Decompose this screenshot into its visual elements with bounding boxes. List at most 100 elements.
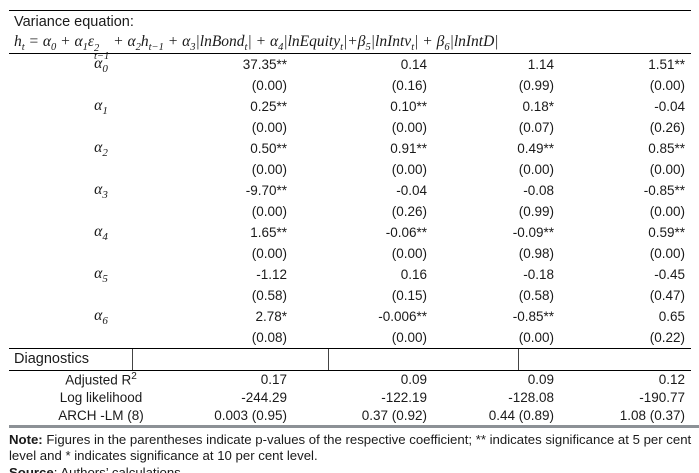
- coefficient-value-cell: 0.91**: [390, 140, 427, 156]
- pvalue-cell: (0.99): [518, 78, 554, 94]
- pvalue-cell: (0.98): [518, 245, 554, 261]
- equation-token: β: [357, 33, 366, 50]
- equation-token: t−1: [148, 42, 164, 54]
- pvalue-cell: (0.00): [649, 245, 685, 261]
- coefficient-value-cell: 0.10**: [390, 98, 427, 114]
- equation-token: |lnBond: [195, 33, 245, 50]
- diagnostic-value-cell: 0.09: [527, 372, 554, 388]
- equation-token: 3: [190, 42, 196, 54]
- empty-label-cell: [9, 243, 193, 264]
- diagnostic-value-cell: 0.12: [658, 372, 685, 388]
- coefficient-value-cell: -0.006**: [378, 308, 427, 324]
- coefficient-value-cell: -9.70**: [245, 182, 287, 198]
- note-text: Figures in the parentheses indicate p-va…: [9, 431, 692, 464]
- equation-token: α: [74, 33, 83, 50]
- pvalue-cell: (0.00): [251, 119, 287, 135]
- coefficient-value-cell: -1.12: [256, 266, 287, 282]
- coefficient-value-cell: 0.50**: [250, 140, 287, 156]
- empty-label-cell: [9, 327, 193, 348]
- coefficient-value-cell: 37.35**: [242, 57, 287, 73]
- pvalue-cell: (0.07): [518, 119, 554, 135]
- pvalue-cell: (0.99): [518, 203, 554, 219]
- coefficient-row: α5 -1.12 0.16 -0.18 -0.45: [9, 264, 691, 285]
- coefficient-value-cell: 0.85**: [648, 140, 685, 156]
- equation-token: α: [127, 33, 136, 50]
- pvalue-cell: (0.22): [649, 329, 685, 345]
- coefficient-row: α3 -9.70** -0.04 -0.08 -0.85**: [9, 180, 691, 201]
- equation-token: =: [24, 33, 43, 50]
- pvalue-cell: (0.58): [518, 287, 554, 303]
- diagnostics-label: Diagnostics: [14, 350, 89, 367]
- coefficient-value-cell: -0.04: [396, 182, 427, 198]
- empty-label-cell: [9, 159, 193, 180]
- pvalue-cell: (0.00): [391, 329, 427, 345]
- pvalue-cell: (0.00): [391, 119, 427, 135]
- equation-token: 4: [278, 42, 284, 54]
- table-title: Variance equation:: [14, 14, 134, 30]
- diagnostic-row: Log likelihood -244.29 -122.19 -128.08 -190.…: [9, 389, 691, 407]
- equation-token: α: [269, 33, 279, 50]
- equation-token: α: [42, 33, 52, 50]
- coefficient-value-cell: 0.14: [400, 57, 427, 73]
- equation-token: +: [109, 33, 128, 50]
- pvalue-cell: (0.00): [649, 78, 685, 94]
- coefficient-row: α1 0.25** 0.10** 0.18* -0.04: [9, 96, 691, 117]
- equation-token: 1: [82, 42, 88, 54]
- source-label: Source: [9, 464, 54, 473]
- pvalue-cell: (0.00): [251, 78, 287, 94]
- coefficient-value-cell: 0.49**: [517, 140, 554, 156]
- coefficient-value-cell: -0.85**: [643, 182, 685, 198]
- equation-token: | +: [414, 33, 437, 50]
- diagnostic-label: Log likelihood: [59, 390, 143, 406]
- coefficient-value-cell: -0.85**: [512, 308, 554, 324]
- coefficient-value-cell: 0.18*: [522, 98, 554, 114]
- equation-token: t: [21, 42, 25, 54]
- coefficient-value-cell: -0.45: [654, 266, 685, 282]
- coefficient-label: α1: [94, 96, 108, 118]
- diagnostic-row: ARCH -LM (8) 0.003 (0.95) 0.37 (0.92) 0.44 …: [9, 407, 691, 425]
- diagnostic-value-cell: 0.44 (0.89): [488, 408, 554, 424]
- coefficient-value-cell: -0.09**: [512, 224, 554, 240]
- diagnostic-value-cell: 0.17: [260, 372, 287, 388]
- equation-token: t: [411, 42, 415, 54]
- empty-label-cell: [9, 201, 193, 222]
- equation-token: |lnIntv: [370, 33, 412, 50]
- pvalue-cell: (0.16): [391, 78, 427, 94]
- diagnostic-value-cell: 0.37 (0.92): [361, 408, 427, 424]
- diagnostic-value-cell: 0.09: [400, 372, 427, 388]
- equation-token: 2: [135, 42, 141, 54]
- diagnostics-section-header: Diagnostics: [9, 347, 691, 371]
- column-divider: [518, 348, 519, 370]
- diagnostic-value-cell: 1.08 (0.37): [619, 408, 685, 424]
- table-source: Source: Authors’ calculations.: [9, 465, 691, 473]
- pvalue-cell: (0.00): [251, 245, 287, 261]
- empty-label-cell: [9, 285, 193, 306]
- pvalue-cell: (0.00): [391, 161, 427, 177]
- pvalue-cell: (0.00): [391, 245, 427, 261]
- coefficient-value-cell: 2.78*: [255, 308, 287, 324]
- pvalue-cell: (0.08): [251, 329, 287, 345]
- pvalue-cell: (0.00): [518, 161, 554, 177]
- pvalue-row: (0.58) (0.15) (0.58) (0.47): [9, 285, 691, 306]
- equation-token: 2 t−1: [94, 43, 110, 62]
- coefficient-value-cell: -0.06**: [385, 224, 427, 240]
- diagnostic-label: Adjusted R2: [65, 371, 137, 388]
- diagnostics-table: Adjusted R2 0.17 0.09 0.09 0.12 Log likelihoo…: [9, 371, 691, 425]
- column-divider: [328, 348, 329, 370]
- coefficient-value-cell: -0.08: [523, 182, 554, 198]
- variance-equation-table: Variance equation: ht = α0 + α1ε 2 t−1 + α…: [9, 10, 699, 428]
- table-note: Note: Figures in the parentheses indicat…: [9, 432, 699, 465]
- pvalue-cell: (0.26): [649, 119, 685, 135]
- equation-token: +: [56, 33, 75, 50]
- equation-token: t: [340, 42, 344, 54]
- equation-token: +: [163, 33, 183, 50]
- coefficient-value-cell: 0.16: [400, 266, 427, 282]
- pvalue-cell: (0.47): [649, 287, 685, 303]
- coefficient-label: α6: [94, 306, 108, 327]
- coefficient-value-cell: 1.65**: [250, 224, 287, 240]
- diagnostic-value-cell: -190.77: [639, 390, 685, 406]
- empty-label-cell: [9, 75, 193, 96]
- coefficient-value-cell: 0.65: [658, 308, 685, 324]
- equation-token: h: [140, 33, 149, 50]
